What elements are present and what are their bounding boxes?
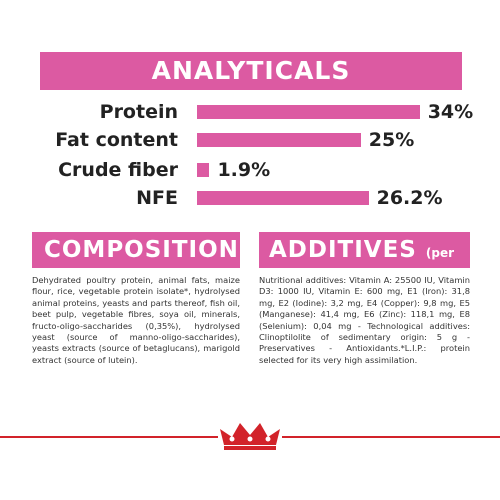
composition-title: COMPOSITION: [32, 232, 240, 268]
additives-header: ADDITIVES (per kg): [259, 232, 470, 299]
additives-title: ADDITIVES: [269, 237, 417, 263]
bar: [197, 163, 210, 177]
bar: [197, 133, 361, 147]
additives-unit: (per kg): [269, 246, 455, 299]
logo-footer: [0, 423, 500, 450]
chart-title: ANALYTICALS CONSTITUENTS: [40, 52, 462, 123]
value-label: 25%: [368, 129, 415, 151]
bar: [197, 105, 420, 119]
category-label: Crude fiber: [58, 159, 178, 181]
value-label: 34%: [427, 101, 474, 123]
additives-text: Nutritional additives: Vitamin A: 25500 …: [259, 275, 470, 365]
value-label: 1.9%: [217, 159, 271, 181]
category-label: NFE: [136, 187, 178, 209]
category-label: Protein: [99, 101, 178, 123]
bar: [197, 191, 369, 205]
composition-text: Dehydrated poultry protein, animal fats,…: [32, 275, 240, 365]
value-label: 26.2%: [376, 187, 443, 209]
category-label: Fat content: [55, 129, 178, 151]
